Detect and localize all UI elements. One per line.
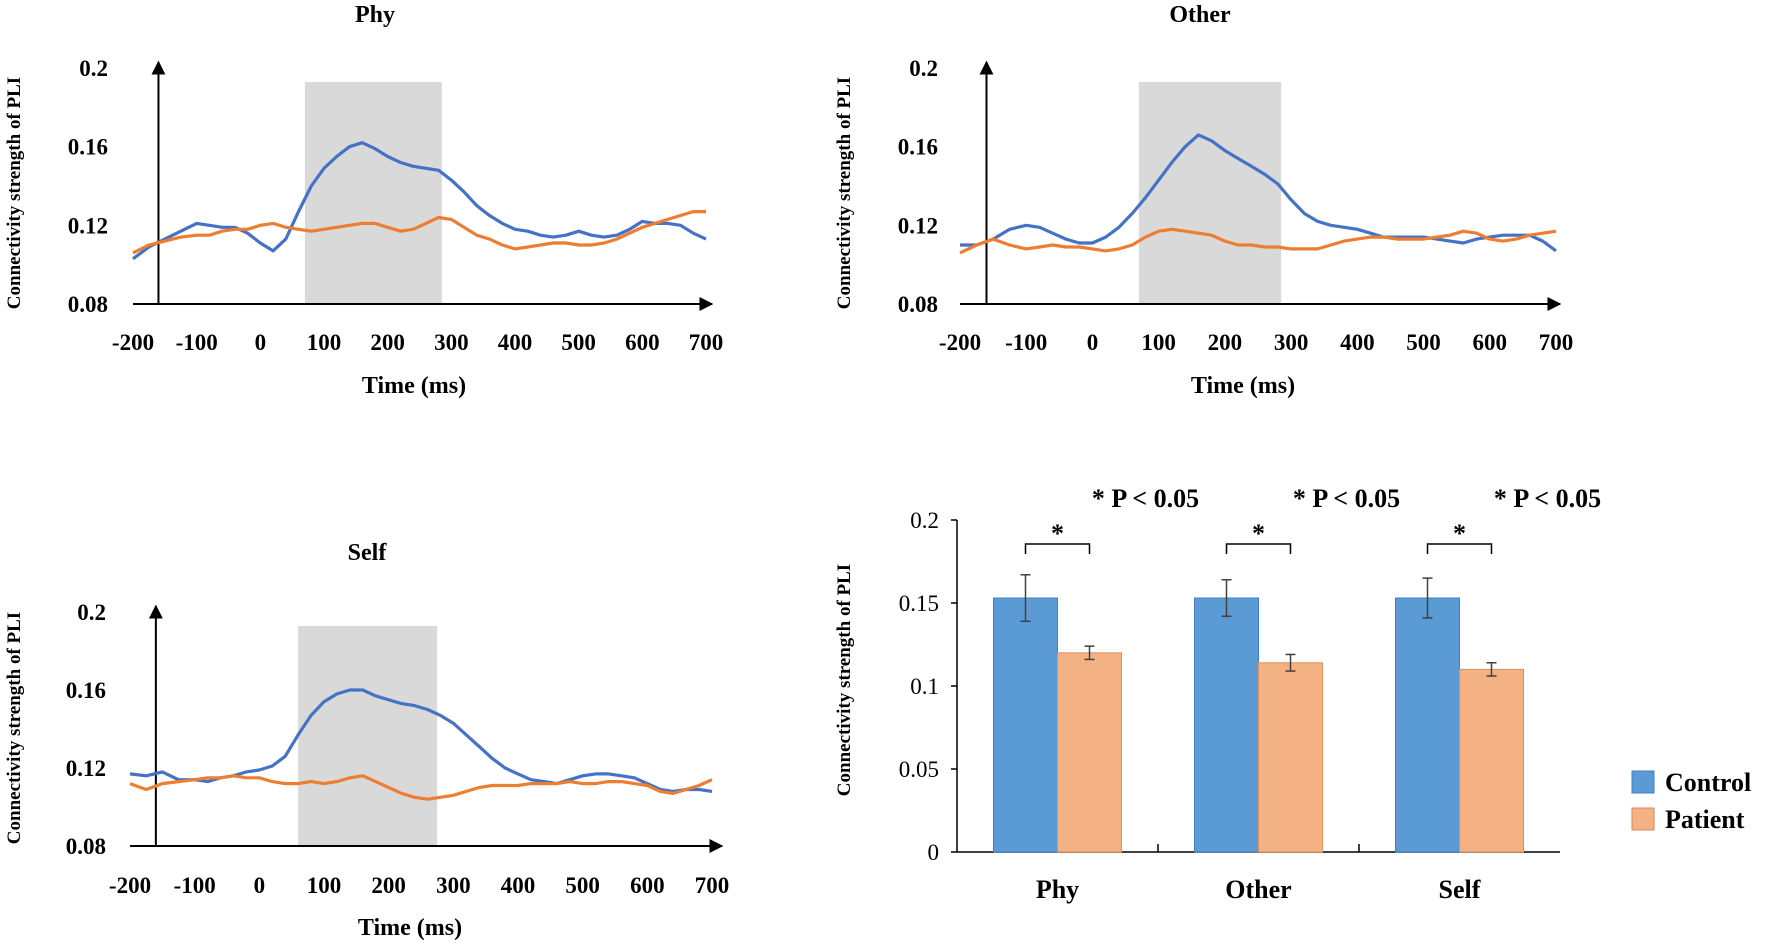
y-axis-label: Connectivity strength of PLI [4,77,25,309]
x-tick-label: 0 [255,330,267,355]
legend-swatch-control [1631,770,1655,794]
x-tick-label: -200 [109,873,151,898]
legend-swatch-patient [1631,807,1655,831]
y-axis-label: Connectivity strength of PLI [4,612,25,844]
series-line-control [129,688,713,793]
x-tick-label: 500 [565,873,600,898]
series-line-patient [132,210,706,255]
bar-control-other [1194,597,1259,853]
y-tick-label: 0.08 [66,834,106,859]
bar-control-self [1395,597,1460,853]
y-tick-label: 0.15 [899,591,939,616]
y-tick-label: 0.12 [68,213,108,238]
x-tick-label: 200 [371,873,406,898]
bar-chart: Connectivity strength of PLI Control Pat… [834,484,1751,904]
x-tick-label: 400 [501,873,536,898]
x-category-label: Self [1439,875,1481,904]
series-line-patient [129,774,713,801]
significance-star: * [1051,519,1064,548]
series-line-control [960,133,1557,253]
y-tick-label: 0.1 [910,674,939,699]
y-axis-label: Connectivity strength of PLI [834,564,855,796]
chart-title: Other [1169,2,1231,28]
significance-annotation: * P < 0.05 [1293,484,1400,513]
x-tick-label: -200 [112,330,154,355]
x-category-label: Other [1225,875,1291,904]
x-tick-label: 100 [307,873,342,898]
y-tick-label: 0.2 [79,56,108,81]
y-axis-label: Connectivity strength of PLI [834,77,855,309]
x-tick-label: 700 [1539,330,1574,355]
chart-title: Phy [355,2,395,28]
significance-bracket [1426,543,1493,554]
significance-star: * [1453,519,1466,548]
line-chart-self: Self Connectivity strength of PLI Time (… [4,540,729,941]
x-tick-label: 600 [625,330,660,355]
x-axis-label: Time (ms) [362,373,466,399]
legend-label-control: Control [1665,768,1751,797]
x-tick-label: 400 [498,330,533,355]
x-axis-label: Time (ms) [358,915,462,941]
x-tick-label: 300 [434,330,469,355]
line-chart-other: Other Connectivity strength of PLI Time … [834,2,1573,399]
highlight-window [304,82,442,304]
y-tick-label: 0.16 [68,135,108,160]
x-tick-label: 0 [1087,330,1099,355]
y-tick-label: 0.05 [899,757,939,782]
x-tick-label: 600 [630,873,665,898]
legend: Control Patient [1631,768,1751,834]
x-tick-label: 200 [370,330,405,355]
y-tick-label: 0.12 [66,756,106,781]
x-tick-label: 500 [1406,330,1441,355]
x-tick-label: -100 [174,873,216,898]
y-tick-label: 0.2 [77,600,106,625]
x-tick-label: 400 [1340,330,1375,355]
x-tick-label: 700 [689,330,724,355]
y-tick-label: 0 [928,840,940,865]
x-axis-label: Time (ms) [1191,373,1295,399]
significance-bracket [1225,543,1292,554]
significance-star: * [1252,519,1265,548]
x-tick-label: -100 [1005,330,1047,355]
x-tick-label: 0 [254,873,266,898]
significance-annotation: * P < 0.05 [1092,484,1199,513]
x-tick-label: 700 [695,873,730,898]
y-tick-label: 0.2 [909,56,938,81]
highlight-window [1138,82,1282,304]
line-chart-phy: Phy Connectivity strength of PLI Time (m… [4,2,723,399]
bar-patient-other [1258,662,1323,853]
bar-control-phy [993,597,1058,853]
significance-annotation: * P < 0.05 [1494,484,1601,513]
series-line-patient [959,227,1557,255]
x-tick-label: 100 [307,330,342,355]
bar-patient-self [1459,668,1524,853]
x-tick-label: 500 [561,330,596,355]
bar-patient-phy [1057,652,1122,853]
y-tick-label: 0.08 [68,292,108,317]
x-tick-label: 100 [1141,330,1176,355]
highlight-window [298,626,438,846]
chart-title: Self [348,540,388,566]
y-tick-label: 0.16 [898,135,938,160]
y-tick-label: 0.08 [898,292,938,317]
x-tick-label: 600 [1473,330,1508,355]
x-tick-label: -200 [939,330,981,355]
x-tick-label: 300 [1274,330,1309,355]
x-tick-label: -100 [176,330,218,355]
y-tick-label: 0.2 [910,508,939,533]
x-tick-label: 200 [1208,330,1243,355]
y-tick-label: 0.12 [898,213,938,238]
legend-label-patient: Patient [1665,805,1745,834]
x-tick-label: 300 [436,873,471,898]
x-category-label: Phy [1036,875,1079,904]
significance-bracket [1024,543,1091,554]
y-tick-label: 0.16 [66,678,106,703]
